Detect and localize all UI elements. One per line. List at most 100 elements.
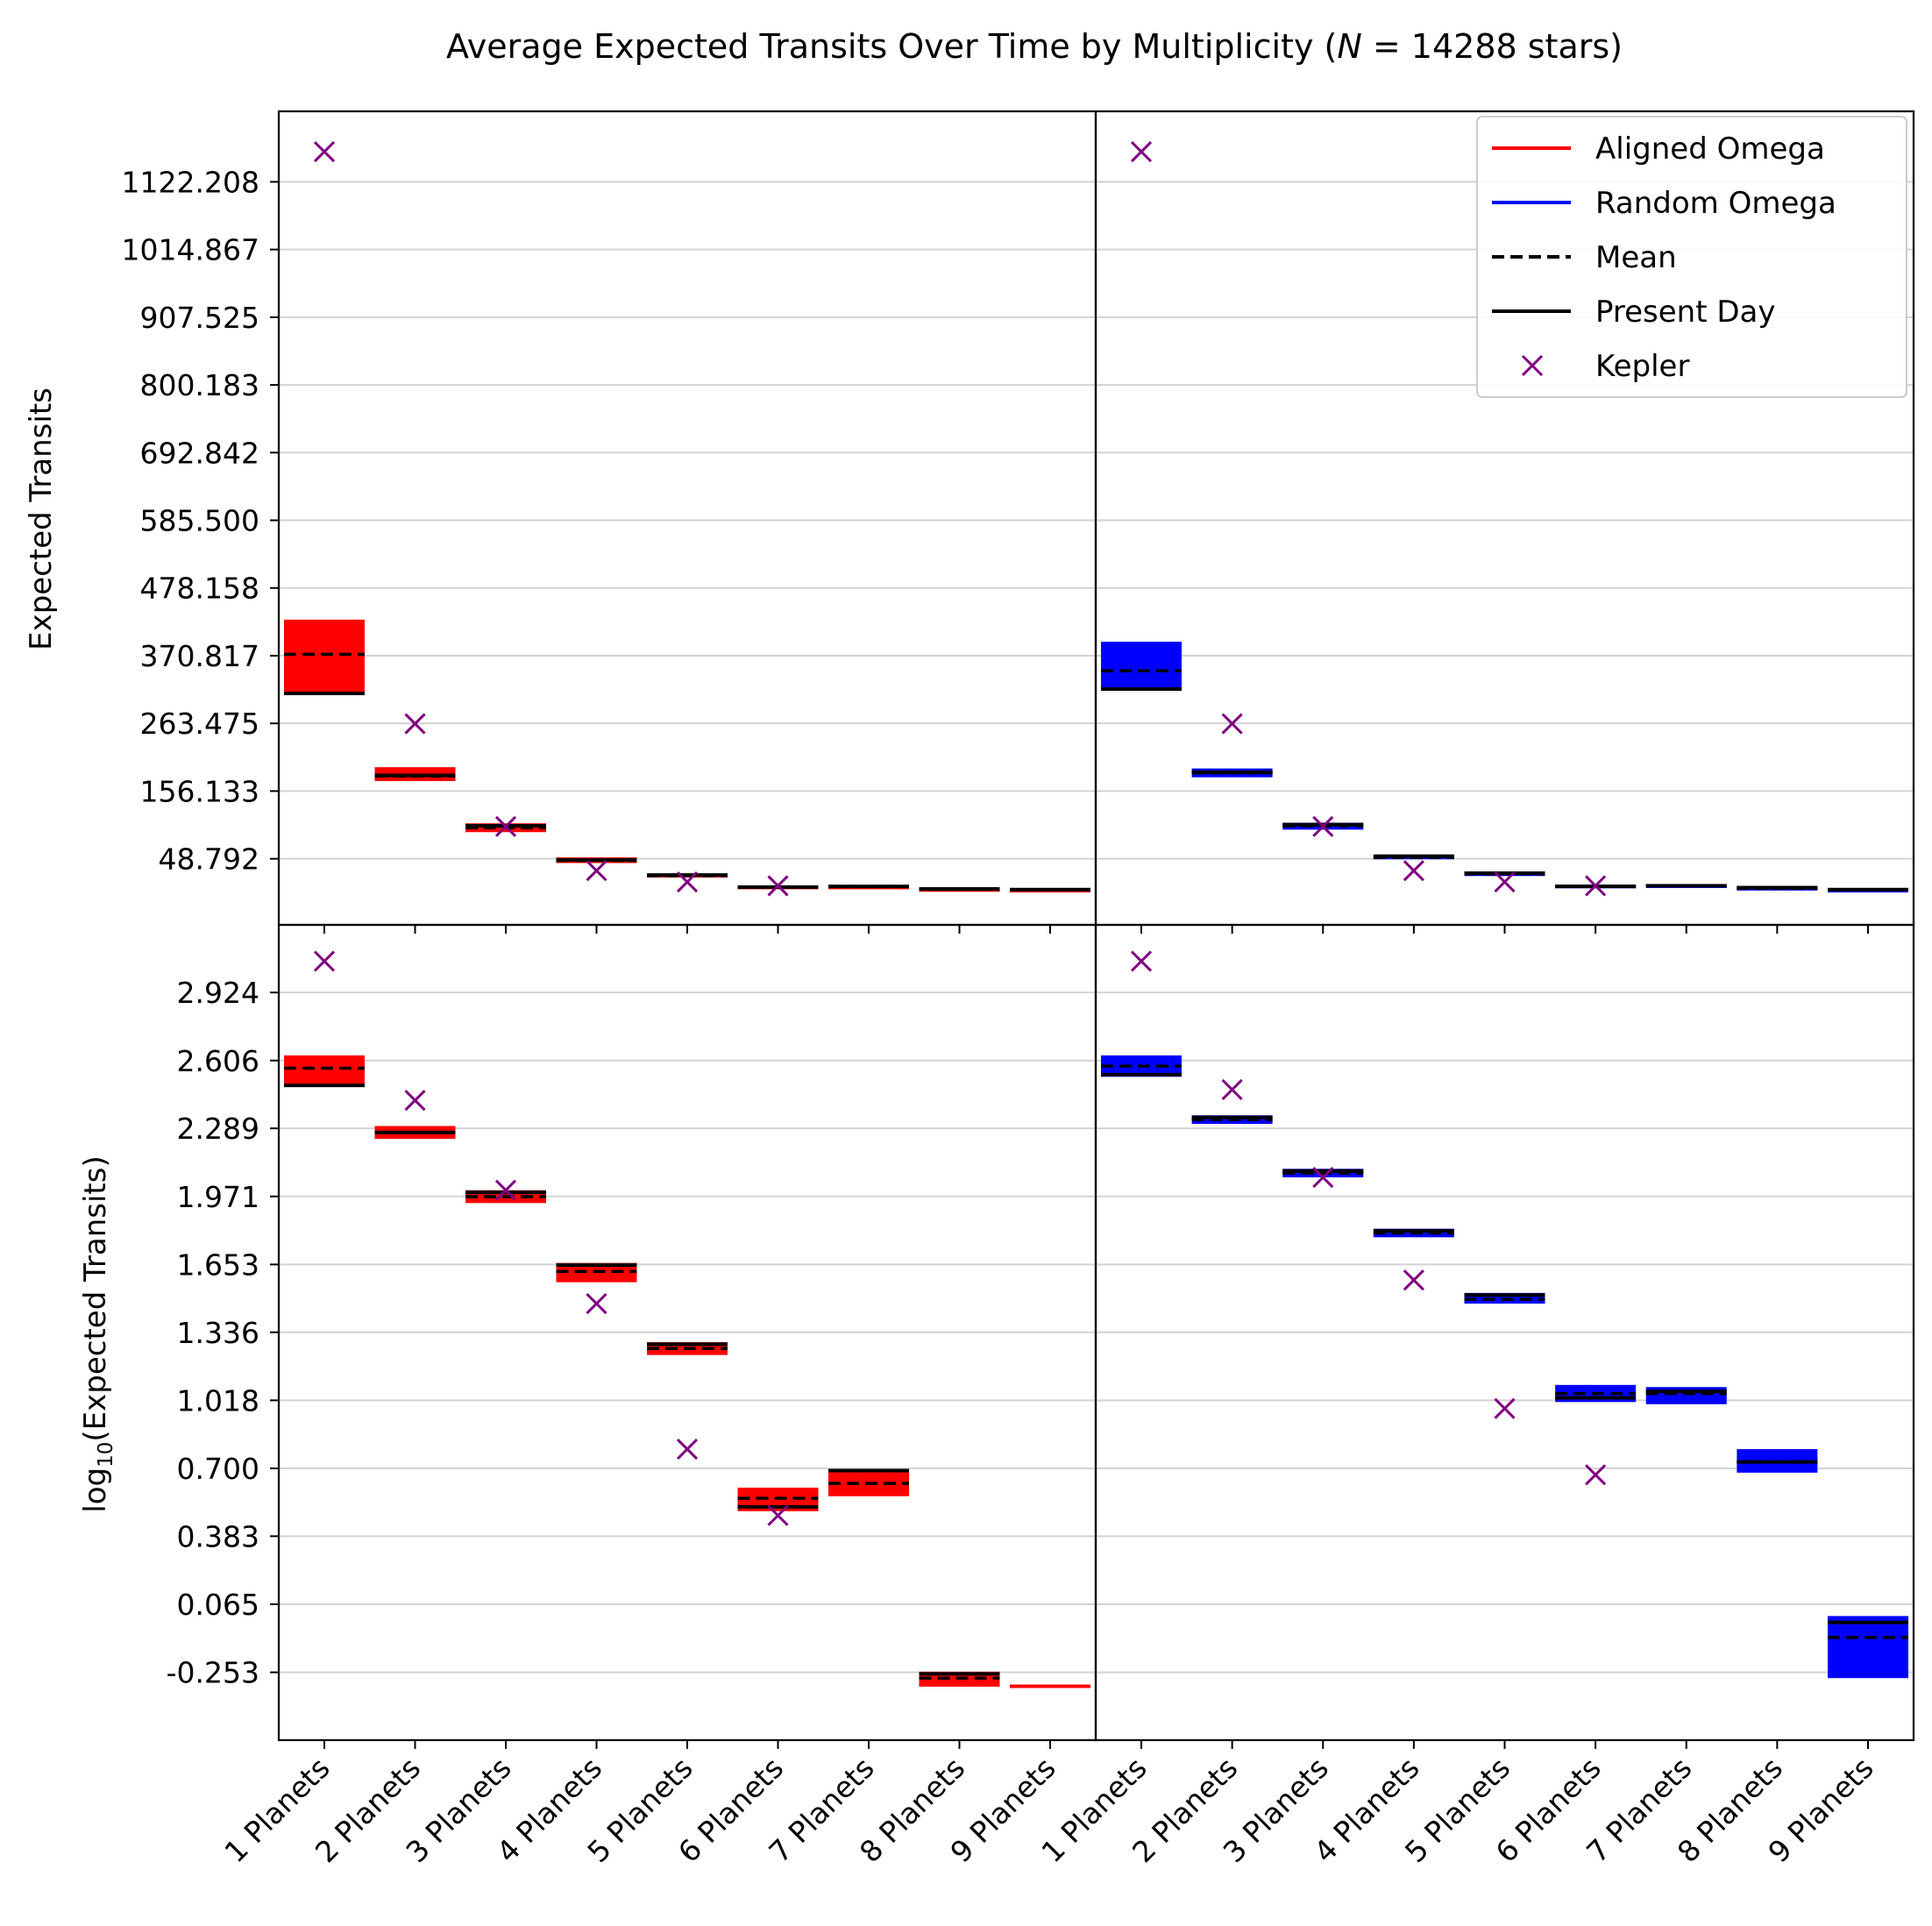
y-tick-label: 2.606 [177,1044,259,1078]
legend-entry: Random Omega [1492,186,1836,221]
kepler-marker-stroke [1403,860,1424,882]
y-tick-label: 478.158 [140,572,259,606]
range-band [1101,641,1182,690]
kepler-marker-stroke [676,871,699,893]
kepler-marker-stroke [1130,950,1153,972]
panel-frame [277,110,1097,927]
y-tick-label: 48.792 [159,842,259,877]
range-band [284,619,365,694]
y-axis-label-bottom-subscript: 10 [95,1442,117,1468]
kepler-marker [1494,871,1516,893]
kepler-marker [1221,713,1243,735]
legend-entry: Present Day [1492,295,1776,330]
y-tick-label: 1.971 [177,1180,259,1214]
chart-title-n-symbol: N [1337,27,1361,66]
kepler-marker-stroke [404,1090,426,1112]
kepler-marker-stroke [1403,1269,1424,1291]
range-band [284,1055,365,1086]
top-left-panel: 1122.208 1014.867 907.525 800.183 692.842 585… [122,110,1097,934]
y-axis-label-bottom: log10(Expected Transits) [78,1155,117,1512]
kepler-marker-stroke [767,875,789,897]
kepler-marker [1312,815,1334,837]
kepler-marker-stroke [586,1292,607,1315]
kepler-marker-stroke [1221,1078,1243,1101]
legend-entry: Mean [1492,240,1677,275]
kepler-marker-stroke [1494,871,1516,893]
kepler-marker [1403,860,1424,882]
legend-kepler-marker [1521,354,1544,377]
kepler-marker-stroke [1585,1464,1607,1486]
kepler-marker [586,1292,607,1315]
y-tick-label: 692.842 [140,436,259,470]
legend-entry: Kepler [1521,349,1689,384]
range-band [1010,1684,1090,1688]
legend-label: Aligned Omega [1595,131,1825,167]
kepler-marker-stroke [676,1438,699,1460]
kepler-marker [1403,1269,1424,1291]
kepler-marker-stroke [313,140,336,163]
y-tick-label: 1.336 [177,1316,259,1350]
kepler-marker [1585,875,1607,897]
y-tick-label: 1122.208 [122,165,259,199]
kepler-marker [494,815,517,837]
y-tick-label: 2.924 [177,976,259,1010]
kepler-marker [1585,1464,1607,1486]
y-tick-label: 585.500 [140,504,259,538]
y-tick-label: 0.383 [177,1519,259,1553]
y-axis-label-bottom-suffix: (Expected Transits) [78,1155,113,1441]
kepler-marker [404,1090,426,1112]
kepler-marker [767,875,789,897]
kepler-marker-stroke [1585,875,1607,897]
kepler-marker-stroke [1312,1166,1334,1189]
kepler-marker-stroke [1312,815,1334,837]
kepler-marker-stroke [494,1179,517,1201]
kepler-marker-stroke [1494,1397,1516,1419]
y-tick-label: 2.289 [177,1112,259,1146]
kepler-marker [494,1179,517,1201]
y-tick-label: 907.525 [140,301,259,335]
chart-title-n-value: = 14288 stars) [1362,27,1623,66]
legend-label: Random Omega [1595,186,1836,221]
kepler-marker [1130,140,1153,163]
chart-title: Average Expected Transits Over Time by M… [446,27,1623,66]
chart-title-prefix: Average Expected Transits Over Time by M… [446,27,1337,66]
y-tick-label: 263.475 [140,707,259,741]
y-tick-label: 156.133 [140,774,259,808]
kepler-marker [313,950,336,972]
y-tick-label: -0.253 [167,1656,259,1690]
legend-label: Kepler [1595,349,1689,384]
kepler-marker-stroke [586,860,607,882]
legend-label: Mean [1595,240,1677,275]
kepler-marker [676,1438,699,1460]
legend-entry: Aligned Omega [1492,131,1825,167]
y-tick-label: 1.018 [177,1383,259,1418]
kepler-marker [586,860,607,882]
kepler-marker-stroke [1221,713,1243,735]
y-axis-label-bottom-prefix: log [78,1468,113,1513]
kepler-marker-stroke [767,1504,789,1526]
legend: Aligned Omega Random Omega Mean Present Day… [1476,116,1907,398]
kepler-marker-stroke [404,713,426,735]
kepler-marker-stroke [1130,140,1153,163]
kepler-marker [1221,1078,1243,1101]
kepler-marker [1312,1166,1334,1189]
kepler-marker-stroke [313,950,336,972]
range-band [1828,1616,1908,1679]
y-tick-label: 0.700 [177,1452,259,1486]
y-axis-label-top: Expected Transits [24,387,59,650]
kepler-marker [1494,1397,1516,1419]
kepler-marker [313,140,336,163]
y-tick-label: 0.065 [177,1588,259,1622]
kepler-marker [404,713,426,735]
kepler-marker-stroke [494,815,517,837]
legend-label: Present Day [1595,295,1776,330]
kepler-marker [1130,950,1153,972]
kepler-marker [676,871,699,893]
y-tick-label: 1014.867 [122,233,259,267]
legend-box [1476,116,1907,398]
y-tick-label: 1.653 [177,1247,259,1282]
y-tick-label: 800.183 [140,368,259,402]
kepler-marker [767,1504,789,1526]
